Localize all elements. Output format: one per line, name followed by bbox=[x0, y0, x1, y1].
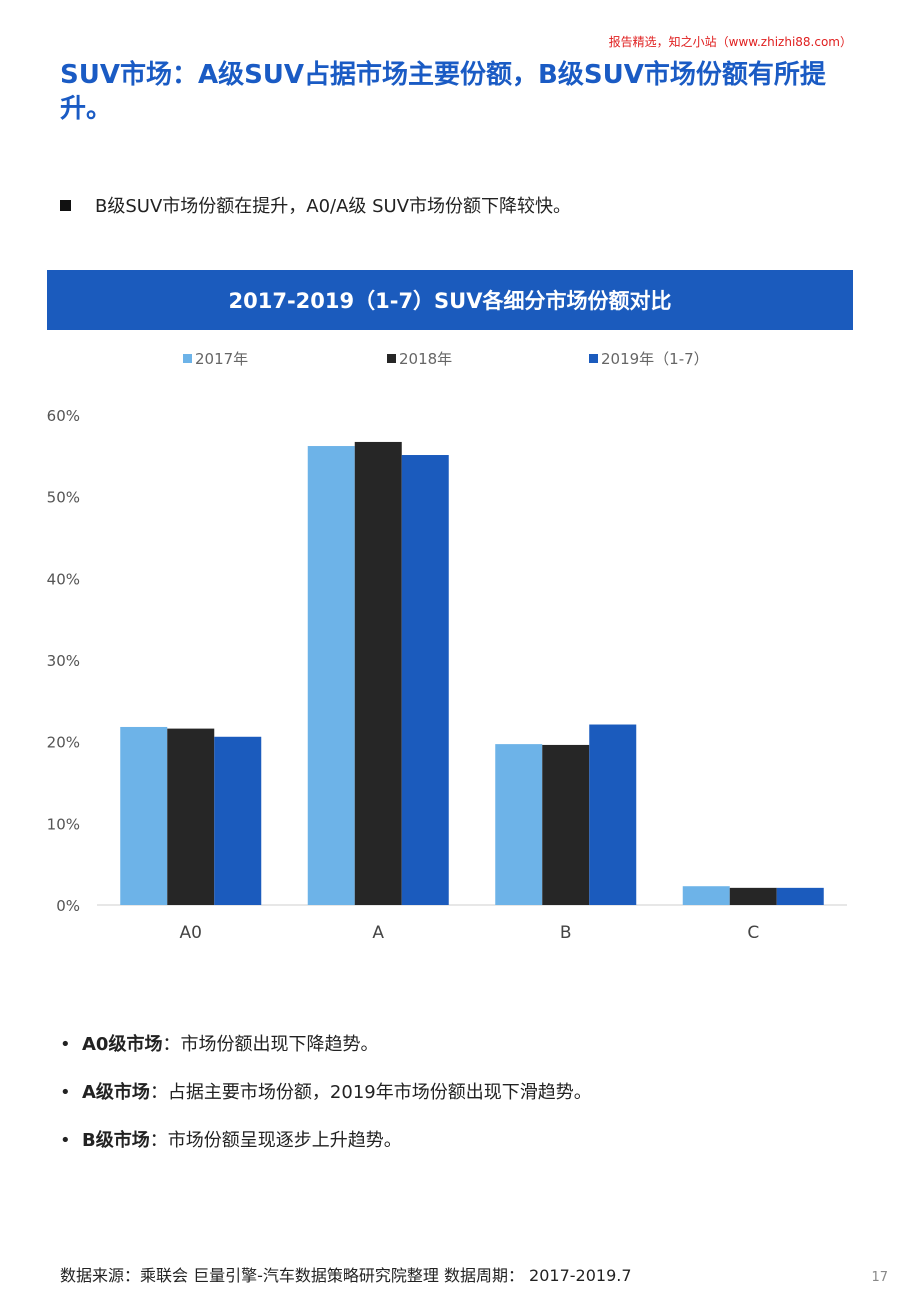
chart-title: 2017-2019（1-7）SUV各细分市场份额对比 bbox=[47, 270, 853, 330]
bullet-dot-icon: • bbox=[60, 1082, 71, 1103]
bullet-text: ：占据主要市场份额，2019年市场份额出现下滑趋势。 bbox=[149, 1082, 592, 1103]
bar-A-0 bbox=[307, 446, 355, 905]
bar-A0-0 bbox=[120, 726, 168, 905]
bullet-dot-icon: • bbox=[60, 1130, 71, 1151]
bar-B-0 bbox=[495, 744, 543, 905]
y-tick-label: 20% bbox=[47, 734, 80, 752]
x-tick-label: A0 bbox=[180, 923, 202, 943]
square-bullet-icon bbox=[60, 199, 71, 211]
legend-label: 2017年 bbox=[195, 350, 249, 368]
bullet-label: B级市场 bbox=[82, 1130, 150, 1151]
bullet-label: A0级市场 bbox=[82, 1034, 163, 1055]
y-tick-label: 40% bbox=[47, 570, 80, 588]
bar-chart: 0% 10% 20% 30% 40% 50% 60% A0 A B C bbox=[47, 407, 847, 943]
watermark-text[interactable]: 报告精选，知之小站（www.zhizhi88.com） bbox=[608, 35, 852, 49]
legend-item-2018: 2018年 bbox=[387, 348, 452, 369]
y-tick-label: 60% bbox=[47, 407, 80, 425]
legend-item-2017: 2017年 bbox=[183, 348, 248, 369]
data-source-note: 数据来源：乘联会 巨量引擎-汽车数据策略研究院整理 数据周期： 2017-201… bbox=[60, 1266, 632, 1285]
bar-A-2 bbox=[401, 455, 449, 905]
bar-A-1 bbox=[354, 441, 402, 905]
page-title: SUV市场：A级SUV占据市场主要份额，B级SUV市场份额有所提升。 bbox=[60, 60, 826, 124]
bullet-label: A级市场 bbox=[82, 1082, 150, 1103]
summary-line: B级SUV市场份额在提升，A0/A级 SUV市场份额下降较快。 bbox=[60, 192, 571, 218]
y-tick-label: 0% bbox=[56, 897, 80, 915]
y-tick-label: 30% bbox=[47, 652, 80, 670]
legend-swatch bbox=[387, 354, 396, 363]
bullet-item-b: • B级市场：市场份额呈现逐步上升趋势。 bbox=[60, 1126, 860, 1152]
y-tick-label: 50% bbox=[47, 489, 80, 507]
bar-B-1 bbox=[542, 744, 590, 905]
bar-A0-2 bbox=[214, 736, 262, 905]
bar-C-2 bbox=[776, 887, 824, 905]
bar-C-0 bbox=[682, 886, 730, 905]
legend-swatch bbox=[589, 354, 598, 363]
legend-label: 2018年 bbox=[399, 350, 453, 368]
y-tick-label: 10% bbox=[47, 815, 80, 833]
legend-item-2019: 2019年（1-7） bbox=[589, 348, 709, 369]
chart-legend: 2017年 2018年 2019年（1-7） bbox=[0, 348, 900, 370]
x-tick-label: A bbox=[372, 923, 384, 943]
bullet-list: • A0级市场：市场份额出现下降趋势。 • A级市场：占据主要市场份额，2019… bbox=[60, 1030, 860, 1174]
bullet-text: ：市场份额出现下降趋势。 bbox=[162, 1034, 379, 1055]
summary-text: B级SUV市场份额在提升，A0/A级 SUV市场份额下降较快。 bbox=[95, 196, 572, 217]
bar-A0-1 bbox=[167, 728, 215, 905]
x-tick-label: C bbox=[747, 923, 759, 943]
bullet-dot-icon: • bbox=[60, 1034, 71, 1055]
legend-label: 2019年（1-7） bbox=[601, 350, 709, 368]
bullet-item-a: • A级市场：占据主要市场份额，2019年市场份额出现下滑趋势。 bbox=[60, 1078, 860, 1104]
bullet-item-a0: • A0级市场：市场份额出现下降趋势。 bbox=[60, 1030, 860, 1056]
bar-B-2 bbox=[589, 724, 637, 905]
legend-swatch bbox=[183, 354, 192, 363]
x-tick-label: B bbox=[560, 923, 572, 943]
page-number: 17 bbox=[871, 1270, 888, 1285]
bar-C-1 bbox=[729, 887, 777, 905]
bullet-text: ：市场份额呈现逐步上升趋势。 bbox=[149, 1130, 402, 1151]
